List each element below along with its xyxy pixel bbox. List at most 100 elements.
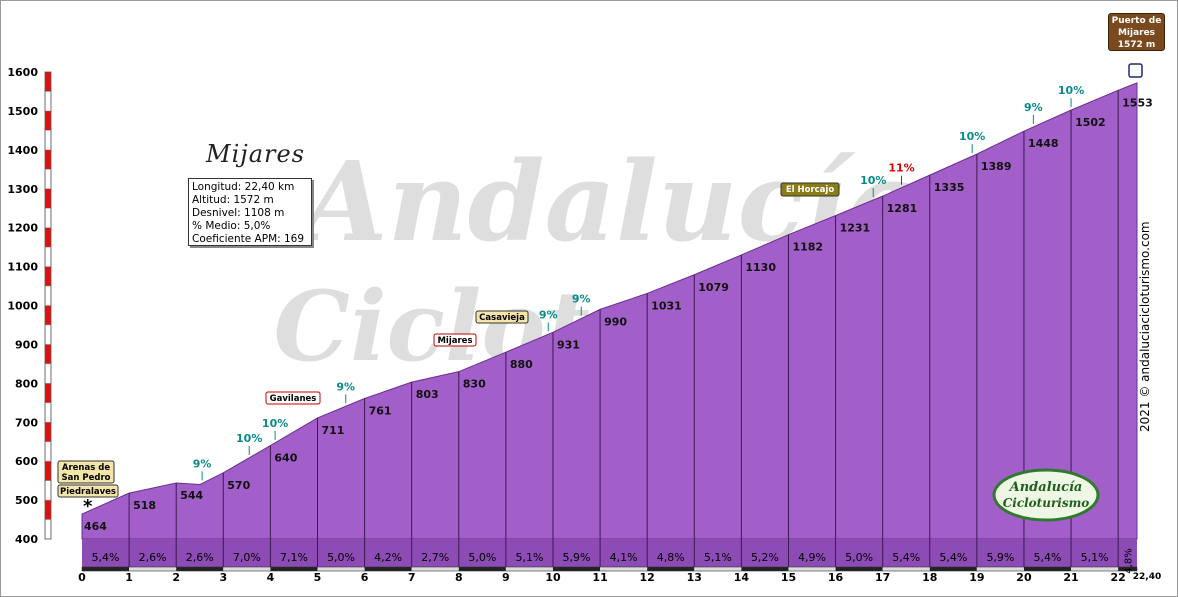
km-elevation-label: 1335: [934, 181, 965, 194]
place-label-box: [57, 484, 119, 498]
km-scale-segment: [1023, 567, 1072, 571]
km-scale-segment: [176, 567, 224, 571]
km-scale-segment: [82, 567, 130, 571]
km-scale-segment: [458, 567, 506, 571]
place-name: Gavilanes: [270, 394, 317, 404]
km-scale-segment: [552, 567, 601, 571]
x-tick-label: 3: [219, 571, 227, 584]
x-tick-label: 22: [1111, 571, 1126, 584]
segment-gradient-label: 2,6%: [139, 551, 167, 564]
stat-length: Longitud: 22,40 km: [192, 181, 295, 193]
place-label: Mijares: [433, 333, 477, 347]
y-axis-bar-segment: [45, 344, 51, 364]
ramp-gradient-label: 9%: [193, 457, 212, 470]
segment-gradient-label: 5,4%: [1034, 551, 1062, 564]
km-scale-segment: [270, 567, 318, 571]
y-tick-label: 1600: [7, 66, 38, 79]
elevation-area: [81, 82, 1138, 540]
segment-gradient-label: 5,2%: [751, 551, 779, 564]
segment-gradient-label: 5,1%: [515, 551, 543, 564]
y-axis-bar-segment: [44, 91, 52, 112]
segment-gradient-label: 5,1%: [704, 551, 732, 564]
km-scale-segment: [647, 567, 695, 571]
y-axis-bar-segment: [45, 305, 51, 325]
km-elevation-label: 1281: [887, 202, 918, 215]
segment-gradient-label: 4,8%: [1124, 548, 1135, 573]
segment-gradient-label: 2,6%: [186, 551, 214, 564]
x-tick-label: 17: [875, 571, 890, 584]
x-tick-label: 1: [125, 571, 133, 584]
km-scale-outline: [81, 566, 1138, 572]
y-tick-label: 1000: [7, 300, 38, 313]
segment-gradient-label: 4,1%: [610, 551, 638, 564]
y-axis-bar-segment: [45, 72, 51, 92]
km-elevation-label: 640: [274, 452, 297, 465]
x-tick-label: 19: [969, 571, 984, 584]
segment-gradient-label: 4,9%: [798, 551, 826, 564]
x-tick-label: 0: [78, 571, 86, 584]
km-elevation-label: 518: [133, 499, 156, 512]
y-axis-bar-segment: [45, 266, 51, 287]
y-tick-label: 600: [15, 455, 38, 468]
start-marker: *: [83, 496, 93, 517]
place-label-box: [475, 310, 529, 324]
segment-gradient-label: 5,4%: [892, 551, 920, 564]
km-elevation-label: 990: [604, 315, 627, 328]
ramp-gradient-label: 10%: [959, 130, 985, 143]
x-tick-label: 6: [361, 571, 369, 584]
km-scale-segment: [505, 567, 553, 571]
y-tick-label: 1200: [7, 222, 38, 235]
place-name: San Pedro: [62, 473, 111, 483]
y-axis-bar-outline: [44, 71, 52, 540]
ramp-gradient-label: 9%: [539, 308, 558, 321]
km-scale-segment: [600, 567, 648, 571]
km-elevation-label: 1182: [792, 241, 823, 254]
place-label: Piedralaves: [57, 484, 119, 498]
place-name: Mijares: [437, 336, 472, 346]
stat-apm-coefficient: Coeficiente APM: 169: [192, 233, 305, 245]
x-tick-label: 20: [1016, 571, 1032, 584]
y-axis-bar-segment: [44, 363, 52, 384]
segment-gradient-label: 5,0%: [468, 551, 496, 564]
km-scale-segment: [129, 567, 177, 571]
y-axis-bar-segment: [45, 110, 51, 131]
segment-gradient-label: 5,1%: [1081, 551, 1109, 564]
ramp-gradient-label: 10%: [860, 174, 886, 187]
copyright-text: 2021 © andaluciacicloturismo.com: [1138, 221, 1152, 432]
y-tick-label: 1100: [7, 261, 38, 274]
gradient-band: [82, 539, 1137, 567]
km-scale-segment: [882, 567, 930, 571]
stat-altitude: Altitud: 1572 m: [192, 194, 274, 206]
km-scale-segment: [694, 567, 742, 571]
km-elevation-label: 1502: [1075, 116, 1106, 129]
km-elevation-label: 1448: [1028, 137, 1059, 150]
place-name: Casavieja: [479, 313, 525, 323]
ramp-gradient-label: 10%: [1058, 84, 1084, 97]
y-axis-bar-segment: [44, 480, 52, 501]
km-elevation-label: 880: [510, 358, 533, 371]
y-axis-bar-segment: [44, 519, 52, 540]
km-elevation-label: 711: [321, 424, 344, 437]
km-scale-segment: [364, 567, 412, 571]
segment-gradient-label: 5,4%: [92, 551, 120, 564]
ramp-gradient-label: 10%: [262, 417, 288, 430]
ramp-gradient-label: 9%: [572, 293, 591, 306]
km-scale-segment: [1071, 567, 1119, 571]
km-scale-segment: [741, 567, 789, 571]
km-elevation-label: 803: [416, 388, 439, 401]
y-axis-bar-segment: [44, 246, 52, 267]
x-end-label: 22,40: [1133, 572, 1161, 582]
x-tick-label: 13: [687, 571, 702, 584]
km-scale-segment: [411, 567, 459, 571]
km-elevation-label: 1553: [1122, 96, 1153, 109]
place-name: Arenas de: [62, 463, 110, 473]
y-axis-bar-segment: [44, 285, 52, 306]
segment-gradient-label: 4,2%: [374, 551, 402, 564]
place-name: El Horcajo: [786, 185, 835, 195]
x-tick-label: 12: [640, 571, 655, 584]
y-axis-bar-segment: [45, 227, 51, 248]
km-elevation-label: 544: [180, 489, 203, 502]
x-tick-label: 18: [922, 571, 937, 584]
y-tick-label: 400: [15, 533, 38, 546]
